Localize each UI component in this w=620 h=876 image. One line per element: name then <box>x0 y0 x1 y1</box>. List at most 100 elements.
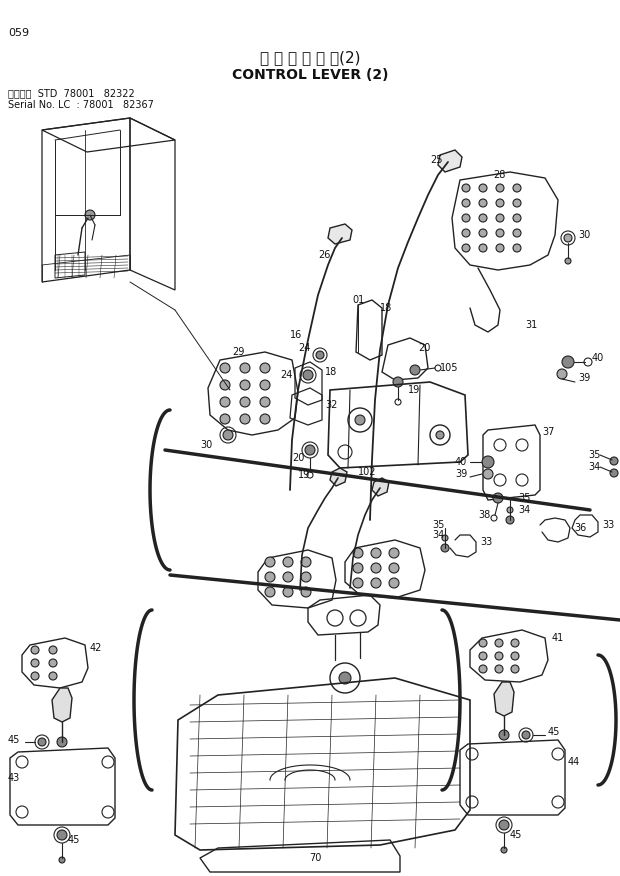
Circle shape <box>353 563 363 573</box>
Text: 33: 33 <box>602 520 614 530</box>
Circle shape <box>371 578 381 588</box>
Circle shape <box>389 563 399 573</box>
Text: 01: 01 <box>352 295 365 305</box>
Text: 28: 28 <box>493 170 505 180</box>
Text: Serial No. LC  : 78001   82367: Serial No. LC : 78001 82367 <box>8 100 154 110</box>
Text: 29: 29 <box>232 347 244 357</box>
Text: 18: 18 <box>325 367 337 377</box>
Text: 34: 34 <box>588 462 600 472</box>
Text: 操 作 レ バ ー 　(2): 操 作 レ バ ー (2) <box>260 50 360 65</box>
Text: 40: 40 <box>455 457 467 467</box>
Text: 45: 45 <box>68 835 81 845</box>
Text: 35: 35 <box>588 450 600 460</box>
Circle shape <box>565 258 571 264</box>
Circle shape <box>59 857 65 863</box>
Circle shape <box>57 830 67 840</box>
Circle shape <box>479 639 487 647</box>
Circle shape <box>240 363 250 373</box>
Circle shape <box>260 397 270 407</box>
Circle shape <box>371 563 381 573</box>
Circle shape <box>479 184 487 192</box>
Circle shape <box>220 380 230 390</box>
Circle shape <box>462 184 470 192</box>
Polygon shape <box>52 688 72 722</box>
Circle shape <box>353 548 363 558</box>
Text: 30: 30 <box>200 440 212 450</box>
Circle shape <box>513 244 521 252</box>
Circle shape <box>522 731 530 739</box>
Circle shape <box>49 646 57 654</box>
Circle shape <box>462 199 470 207</box>
Circle shape <box>220 397 230 407</box>
Text: 38: 38 <box>478 510 490 520</box>
Text: 42: 42 <box>90 643 102 653</box>
Circle shape <box>38 738 46 746</box>
Circle shape <box>564 234 572 242</box>
Circle shape <box>339 672 351 684</box>
Circle shape <box>462 214 470 222</box>
Circle shape <box>389 548 399 558</box>
Circle shape <box>513 199 521 207</box>
Circle shape <box>513 229 521 237</box>
Circle shape <box>49 659 57 667</box>
Text: 45: 45 <box>510 830 523 840</box>
Circle shape <box>483 469 493 479</box>
Text: 24: 24 <box>280 370 293 380</box>
Text: 34: 34 <box>432 530 445 540</box>
Text: 40: 40 <box>592 353 604 363</box>
Circle shape <box>562 356 574 368</box>
Circle shape <box>495 639 503 647</box>
Circle shape <box>283 557 293 567</box>
Polygon shape <box>328 224 352 244</box>
Polygon shape <box>372 478 389 496</box>
Circle shape <box>305 445 315 455</box>
Circle shape <box>223 430 233 440</box>
Circle shape <box>610 469 618 477</box>
Circle shape <box>265 572 275 582</box>
Text: 32: 32 <box>325 400 337 410</box>
Circle shape <box>513 184 521 192</box>
Circle shape <box>301 572 311 582</box>
Circle shape <box>482 456 494 468</box>
Text: 059: 059 <box>8 28 29 38</box>
Circle shape <box>393 377 403 387</box>
Circle shape <box>495 665 503 673</box>
Circle shape <box>499 730 509 740</box>
Circle shape <box>479 652 487 660</box>
Text: 45: 45 <box>548 727 560 737</box>
Circle shape <box>31 659 39 667</box>
Circle shape <box>610 457 618 465</box>
Text: 35: 35 <box>432 520 445 530</box>
Text: 16: 16 <box>290 330 303 340</box>
Circle shape <box>441 544 449 552</box>
Text: 45: 45 <box>8 735 20 745</box>
Text: 18: 18 <box>380 303 392 313</box>
Circle shape <box>462 244 470 252</box>
Circle shape <box>513 214 521 222</box>
Circle shape <box>260 380 270 390</box>
Text: 36: 36 <box>574 523 587 533</box>
Circle shape <box>260 414 270 424</box>
Polygon shape <box>494 682 514 716</box>
Circle shape <box>496 199 504 207</box>
Circle shape <box>31 672 39 680</box>
Circle shape <box>496 229 504 237</box>
Text: 37: 37 <box>542 427 554 437</box>
Circle shape <box>283 587 293 597</box>
Circle shape <box>260 363 270 373</box>
Circle shape <box>506 516 514 524</box>
Text: CONTROL LEVER (2): CONTROL LEVER (2) <box>232 68 388 82</box>
Circle shape <box>220 363 230 373</box>
Text: 39: 39 <box>455 469 467 479</box>
Circle shape <box>371 548 381 558</box>
Circle shape <box>495 652 503 660</box>
Text: 適用号機  STD  78001   82322: 適用号機 STD 78001 82322 <box>8 88 135 98</box>
Text: 20: 20 <box>418 343 430 353</box>
Text: 19: 19 <box>408 385 420 395</box>
Circle shape <box>479 665 487 673</box>
Text: 20: 20 <box>292 453 304 463</box>
Circle shape <box>240 414 250 424</box>
Circle shape <box>499 820 509 830</box>
Text: 25: 25 <box>430 155 443 165</box>
Circle shape <box>507 507 513 513</box>
